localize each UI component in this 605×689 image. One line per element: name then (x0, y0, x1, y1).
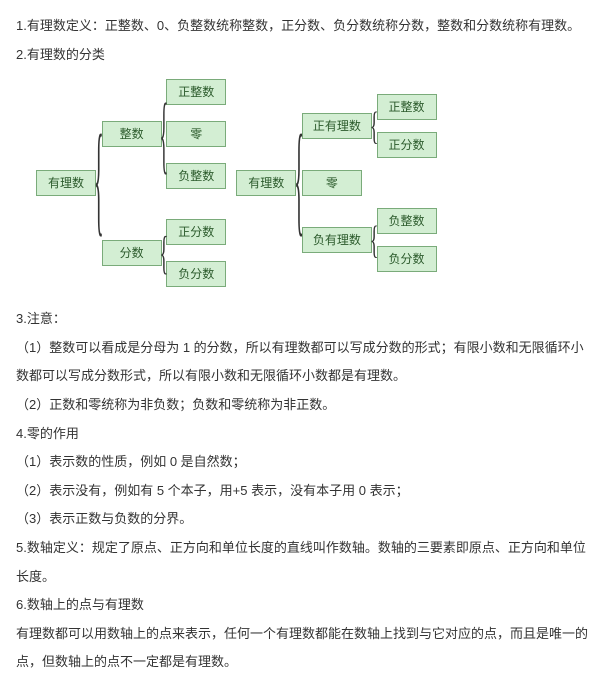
brace-icon: { (160, 230, 169, 277)
paragraph-4a: （1）表示数的性质，例如 0 是自然数； (16, 448, 589, 477)
node-neg-frac: 负分数 (166, 261, 226, 287)
node-pos-int: 正整数 (166, 79, 226, 105)
paragraph-6: 6.数轴上的点与有理数 (16, 591, 589, 620)
right-tree: 有理数 { 正有理数 { 正整数 正分数 零 负有理数 { 负整数 负分数 (236, 94, 436, 272)
node-zero-r: 零 (302, 170, 362, 196)
brace-icon: { (160, 91, 169, 177)
node-zero: 零 (166, 121, 226, 147)
node-pos-rational: 正有理数 (302, 113, 372, 139)
paragraph-2: 2.有理数的分类 (16, 41, 589, 70)
node-neg-frac-r: 负分数 (377, 246, 437, 272)
node-neg-int-r: 负整数 (377, 208, 437, 234)
node-neg-rational: 负有理数 (302, 227, 372, 253)
left-tree: 有理数 { 整数 { 正整数 零 负整数 分数 { 正分数 负分数 (36, 79, 226, 287)
node-integer: 整数 (102, 121, 162, 147)
paragraph-4c: （3）表示正数与负数的分界。 (16, 505, 589, 534)
node-root-left: 有理数 (36, 170, 96, 196)
paragraph-4: 4.零的作用 (16, 420, 589, 449)
node-pos-frac: 正分数 (166, 219, 226, 245)
node-fraction: 分数 (102, 240, 162, 266)
node-neg-int: 负整数 (166, 163, 226, 189)
node-pos-frac-r: 正分数 (377, 132, 437, 158)
paragraph-4b: （2）表示没有，例如有 5 个本子，用+5 表示，没有本子用 0 表示； (16, 477, 589, 506)
paragraph-3b: （2）正数和零统称为非负数；负数和零统称为非正数。 (16, 391, 589, 420)
node-pos-int-r: 正整数 (377, 94, 437, 120)
brace-icon: { (370, 106, 379, 146)
paragraph-1: 1.有理数定义：正整数、0、负整数统称整数，正分数、负分数统称分数，整数和分数统… (16, 12, 589, 41)
paragraph-5: 5.数轴定义：规定了原点、正方向和单位长度的直线叫作数轴。数轴的三要素即原点、正… (16, 534, 589, 591)
brace-icon: { (370, 220, 379, 260)
brace-icon: { (294, 121, 304, 245)
classification-diagrams: 有理数 { 整数 { 正整数 零 负整数 分数 { 正分数 负分数 (36, 79, 589, 287)
paragraph-3a: （1）整数可以看成是分母为 1 的分数，所以有理数都可以写成分数的形式；有限小数… (16, 334, 589, 391)
node-root-right: 有理数 (236, 170, 296, 196)
paragraph-6a: 有理数都可以用数轴上的点来表示，任何一个有理数都能在数轴上找到与它对应的点，而且… (16, 620, 589, 677)
paragraph-3: 3.注意： (16, 305, 589, 334)
brace-icon: { (94, 121, 104, 245)
